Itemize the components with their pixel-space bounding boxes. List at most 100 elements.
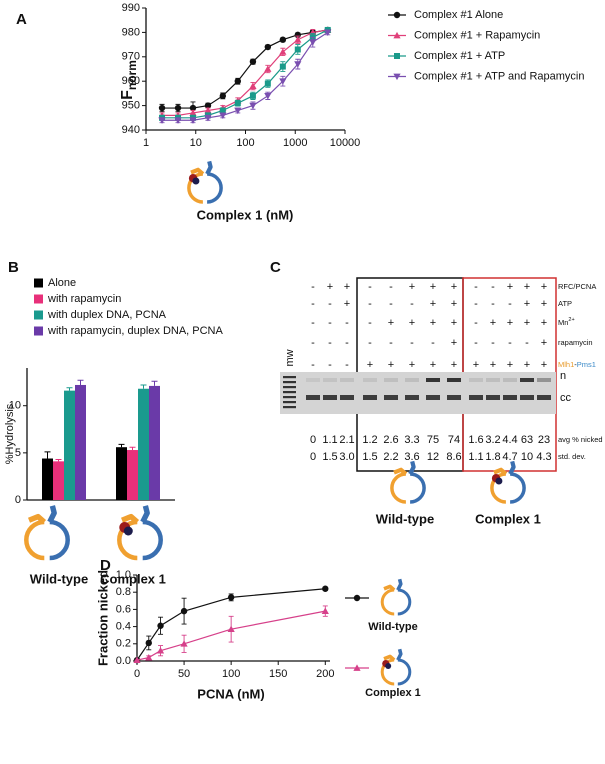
sign: +	[507, 317, 513, 329]
error-bar	[140, 384, 147, 389]
y-tick-label: 950	[122, 100, 140, 112]
y-tick-label: 970	[122, 51, 140, 63]
sign: -	[389, 281, 393, 293]
band-label: n	[560, 370, 566, 382]
sign: +	[327, 281, 333, 293]
protein-name: Pms1	[577, 360, 596, 369]
table-value: 75	[427, 434, 439, 446]
error-bar	[44, 451, 51, 459]
table-value: 1.6	[468, 434, 483, 446]
y-tick-label: 0.2	[116, 638, 131, 650]
marker	[264, 65, 272, 72]
sign: -	[328, 298, 332, 310]
sign: +	[409, 317, 415, 329]
sign: +	[541, 337, 547, 349]
sign: -	[311, 359, 315, 371]
protein-name: Mlh1	[558, 360, 574, 369]
sign: -	[328, 359, 332, 371]
marker	[249, 102, 257, 110]
marker	[321, 607, 329, 614]
marker	[174, 104, 182, 112]
marker	[189, 117, 197, 124]
marker	[294, 61, 302, 68]
series-line	[162, 31, 329, 121]
marker	[189, 109, 197, 116]
y-axis-label: %Hydrolysis	[4, 403, 16, 464]
protein-cartoon	[189, 161, 221, 202]
mw-label: mw	[284, 349, 296, 366]
legend-label: Wild-type	[368, 621, 417, 633]
gel-band	[323, 378, 337, 382]
ladder-band	[283, 406, 296, 409]
legend-label: Complex #1 + Rapamycin	[414, 29, 540, 41]
row-label: Mlh1-Pms1	[558, 360, 596, 369]
gel-band	[384, 395, 398, 400]
sign: -	[345, 359, 349, 371]
sign: -	[410, 298, 414, 310]
table-value: 2.1	[339, 434, 354, 446]
y-tick-label: 0.0	[116, 655, 131, 667]
gel-band	[447, 395, 461, 400]
table-value: 1.1	[322, 434, 337, 446]
gel-band	[486, 395, 500, 400]
x-tick-label: 50	[178, 668, 190, 680]
sign: -	[431, 337, 435, 349]
table-value: 23	[538, 434, 550, 446]
gel-band	[384, 378, 398, 382]
marker	[393, 11, 401, 19]
gel-band	[323, 395, 337, 400]
y-tick-label: 980	[122, 26, 140, 38]
protein-cartoon	[380, 577, 412, 616]
gel-band	[520, 395, 534, 400]
marker	[309, 39, 317, 46]
row-label: Mn2+	[558, 317, 575, 327]
row-label-text: rapamycin	[558, 338, 593, 347]
sign: -	[328, 317, 332, 329]
table-value: 8.6	[446, 451, 461, 463]
x-tick-label: 1	[143, 137, 149, 149]
marker	[353, 594, 361, 602]
gel-band	[520, 378, 534, 382]
sign: +	[541, 298, 547, 310]
marker	[322, 585, 329, 592]
marker	[180, 607, 188, 615]
marker	[264, 92, 272, 100]
marker	[157, 622, 164, 629]
gel-image	[280, 372, 556, 414]
series-line	[162, 29, 328, 109]
marker	[158, 117, 166, 124]
gel-band	[469, 395, 483, 400]
bar	[64, 390, 75, 500]
y-tick-label: 940	[122, 124, 140, 136]
legend-label: with duplex DNA, PCNA	[47, 309, 167, 321]
marker	[393, 31, 401, 39]
legend-label: Complex 1	[365, 687, 421, 699]
row-label-text: ATP	[558, 299, 572, 308]
sign: +	[541, 281, 547, 293]
gel-band	[486, 378, 500, 382]
marker	[324, 29, 332, 36]
marker	[279, 78, 287, 85]
sign: +	[507, 281, 513, 293]
ladder-band	[283, 381, 296, 384]
gel-band	[363, 395, 377, 400]
sign: +	[524, 317, 530, 329]
gel-band	[363, 378, 377, 382]
gel-band	[340, 395, 354, 400]
ladder-band	[283, 386, 296, 389]
y-tick-label: 1.0	[116, 569, 131, 581]
series-line	[162, 29, 329, 119]
table-value: 3.2	[485, 434, 500, 446]
legend-label: Complex #1 + ATP	[414, 50, 505, 62]
marker	[227, 625, 235, 633]
marker	[394, 53, 400, 59]
marker	[249, 58, 257, 65]
sign: -	[345, 337, 349, 349]
sign: -	[508, 337, 512, 349]
marker	[219, 107, 226, 114]
y-axis-label: Fnorm	[119, 60, 139, 100]
table-value: 1.8	[485, 451, 500, 463]
table-value: 12	[427, 451, 439, 463]
marker	[145, 653, 153, 661]
error-bar	[77, 379, 84, 385]
